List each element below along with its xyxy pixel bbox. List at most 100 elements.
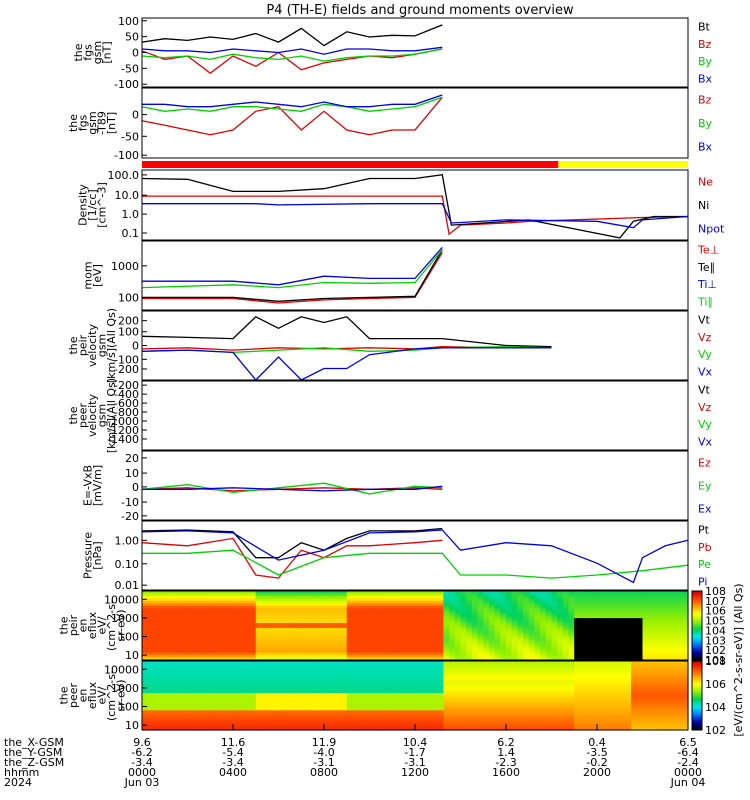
electron-spectrogram-cell xyxy=(164,685,172,689)
ion-spectrogram-cell xyxy=(164,645,172,649)
electron-spectrogram-cell xyxy=(318,697,325,702)
electron-spectrogram-cell xyxy=(153,678,160,682)
ion-spectrogram-cell xyxy=(494,652,501,656)
electron-spectrogram-cell xyxy=(506,678,513,682)
electron-spectrogram-cell xyxy=(585,710,592,714)
electron-spectrogram-cell xyxy=(466,710,473,714)
electron-spectrogram-cell xyxy=(471,705,479,709)
ion-spectrogram-cell xyxy=(540,600,547,604)
ion-spectrogram-cell xyxy=(380,620,388,624)
ion-spectrogram-cell xyxy=(653,642,661,646)
ion-spectrogram-cell xyxy=(534,623,541,627)
ion-spectrogram-cell xyxy=(170,635,177,639)
electron-spectrogram-cell xyxy=(574,710,581,714)
ion-spectrogram-cell xyxy=(540,635,547,639)
electron-spectrogram-cell xyxy=(233,717,240,721)
electron-spectrogram-cell xyxy=(295,715,302,719)
ion-spectrogram-cell xyxy=(443,657,450,661)
electron-spectrogram-cell xyxy=(295,673,302,677)
electron-spectrogram-cell xyxy=(250,710,257,714)
ion-spectrogram-cell xyxy=(636,603,644,607)
ion-spectrogram-cell xyxy=(562,600,570,604)
ion-spectrogram-cell xyxy=(648,600,655,604)
electron-spectrogram-cell xyxy=(392,707,399,711)
electron-spectrogram-cell xyxy=(488,678,496,682)
ion-spectrogram-cell xyxy=(631,655,638,659)
electron-spectrogram-cell xyxy=(215,665,223,669)
electron-spectrogram-cell xyxy=(215,678,223,682)
ion-spectrogram-cell xyxy=(682,632,689,636)
electron-spectrogram-cell xyxy=(301,700,308,704)
ion-spectrogram-cell xyxy=(238,640,245,644)
electron-spectrogram-cell xyxy=(329,702,336,706)
electron-spectrogram-cell xyxy=(494,688,501,692)
electron-spectrogram-cell xyxy=(227,675,234,679)
ion-spectrogram-cell xyxy=(142,632,149,636)
ion-spectrogram-cell xyxy=(437,650,445,654)
electron-spectrogram-cell xyxy=(597,675,604,679)
electron-spectrogram-cell xyxy=(471,673,479,677)
ion-spectrogram-cell xyxy=(358,623,365,627)
ion-spectrogram-cell xyxy=(341,608,348,612)
electron-spectrogram-cell xyxy=(426,705,433,709)
ion-spectrogram-cell xyxy=(369,618,376,622)
ion-spectrogram-cell xyxy=(392,627,399,632)
electron-spectrogram-cell xyxy=(375,705,382,709)
electron-spectrogram-cell xyxy=(272,722,280,726)
electron-spectrogram-cell xyxy=(335,663,342,667)
electron-spectrogram-cell xyxy=(426,720,433,724)
ion-spectrogram-cell xyxy=(454,655,462,659)
ion-spectrogram-cell xyxy=(608,605,615,609)
ion-spectrogram-cell xyxy=(585,603,592,607)
electron-spectrogram-cell xyxy=(284,705,291,709)
ion-spectrogram-cell xyxy=(380,623,388,627)
electron-spectrogram-cell xyxy=(318,665,325,669)
ion-spectrogram-cell xyxy=(210,655,217,659)
ion-spectrogram-cell xyxy=(403,630,410,634)
ion-spectrogram-cell xyxy=(341,593,348,597)
electron-spectrogram-cell xyxy=(506,693,513,697)
ion-spectrogram-cell xyxy=(324,603,331,607)
ion-spectrogram-cell xyxy=(170,608,177,612)
ion-spectrogram-cell xyxy=(335,657,342,661)
ion-spectrogram-cell xyxy=(494,647,501,651)
ion-spectrogram-cell xyxy=(363,603,371,607)
electron-spectrogram-cell xyxy=(494,697,501,702)
electron-spectrogram-cell xyxy=(170,715,177,719)
ion-spectrogram-cell xyxy=(358,657,365,661)
electron-spectrogram-cell xyxy=(483,685,490,689)
ion-spectrogram-cell xyxy=(551,625,558,629)
ion-spectrogram-cell xyxy=(397,637,405,641)
ion-spectrogram-cell xyxy=(267,610,274,614)
ion-spectrogram-cell xyxy=(483,647,490,651)
ion-spectrogram-cell xyxy=(454,615,462,619)
electron-spectrogram-cell xyxy=(540,725,547,729)
electron-spectrogram-cell xyxy=(181,663,189,667)
ion-spectrogram-cell xyxy=(471,657,479,661)
electron-spectrogram-cell xyxy=(540,663,547,667)
ion-spectrogram-cell xyxy=(574,605,581,609)
ion-spectrogram-cell xyxy=(471,623,479,627)
ion-spectrogram-cell xyxy=(432,593,439,597)
electron-spectrogram-cell xyxy=(284,688,291,692)
ion-spectrogram-cell xyxy=(221,637,228,641)
ion-spectrogram-cell xyxy=(551,595,558,599)
electron-spectrogram-cell xyxy=(375,695,382,699)
electron-spectrogram-cell xyxy=(301,680,308,684)
ion-spectrogram-cell xyxy=(409,637,416,641)
ion-spectrogram-cell xyxy=(295,647,302,651)
ion-spectrogram-cell xyxy=(198,605,206,609)
ion-spectrogram-cell xyxy=(591,657,598,661)
ion-spectrogram-cell xyxy=(329,645,336,649)
ion-spectrogram-cell xyxy=(568,615,575,619)
ion-spectrogram-cell xyxy=(221,618,228,622)
electron-spectrogram-cell xyxy=(597,717,604,721)
electron-spectrogram-cell xyxy=(437,665,445,669)
electron-spectrogram-cell xyxy=(324,700,331,704)
ion-spectrogram-cell xyxy=(397,618,405,622)
ion-spectrogram-cell xyxy=(659,647,666,651)
electron-spectrogram-cell xyxy=(267,673,274,677)
electron-spectrogram-cell xyxy=(312,688,319,692)
ion-spectrogram-cell xyxy=(278,593,285,597)
